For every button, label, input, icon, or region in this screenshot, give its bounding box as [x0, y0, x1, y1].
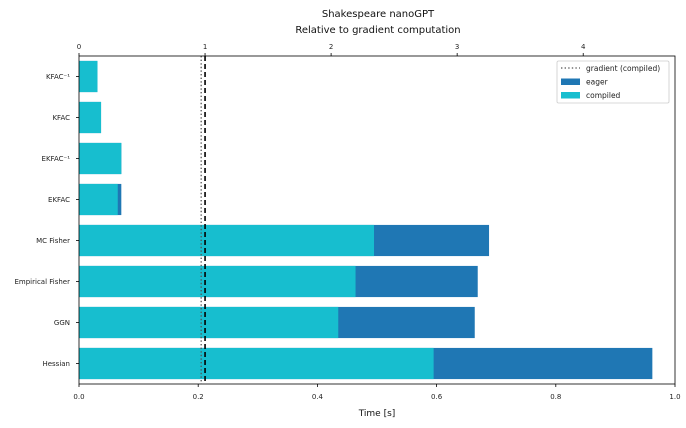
legend-swatch-eager	[561, 78, 580, 85]
x-tick-label: 0.2	[193, 393, 204, 401]
x-tick-label: 1.0	[669, 393, 680, 401]
x-tick-label: 0.0	[73, 393, 84, 401]
bottom-x-axis: 0.0 0.2 0.4 0.6 0.8 1.0	[73, 384, 681, 401]
bar-compiled-2	[79, 142, 122, 175]
chart-subtitle: Relative to gradient computation	[295, 25, 460, 36]
bar-compiled-5	[79, 265, 356, 298]
y-tick-label: KFAC	[52, 114, 70, 122]
y-tick-label: Empirical Fisher	[15, 278, 71, 286]
y-tick-label: GGN	[54, 319, 70, 327]
top-x-tick-label: 3	[455, 43, 459, 51]
top-x-tick-label: 4	[581, 43, 586, 51]
legend-swatch-compiled	[561, 92, 580, 99]
top-x-tick-label: 1	[203, 43, 207, 51]
bar-compiled-0	[79, 60, 98, 93]
y-tick-label: Hessian	[42, 360, 70, 368]
reference-lines-layer	[200, 56, 206, 384]
y-tick-label: MC Fisher	[36, 237, 70, 245]
legend-box	[556, 60, 670, 104]
y-tick-label: KFAC⁻¹	[46, 73, 70, 81]
bar-compiled-1	[79, 101, 102, 134]
top-x-tick-label: 0	[77, 43, 81, 51]
bar-compiled-7	[79, 347, 434, 380]
top-x-tick-label: 2	[329, 43, 333, 51]
chart-title: Shakespeare nanoGPT	[322, 9, 435, 20]
bar-compiled-3	[79, 183, 118, 216]
legend-label: gradient (compiled)	[586, 64, 660, 73]
bar-compiled-6	[79, 306, 339, 339]
y-axis: KFAC⁻¹ KFAC EKFAC⁻¹ EKFAC MC Fisher Empirical…	[15, 73, 79, 368]
bar-compiled-4	[79, 224, 375, 257]
x-axis-label: Time [s]	[358, 409, 396, 419]
top-x-axis: 0 1 2 3 4	[77, 43, 586, 56]
x-tick-label: 0.6	[431, 393, 443, 401]
y-tick-label: EKFAC	[48, 196, 70, 204]
legend-label: compiled	[586, 91, 621, 100]
bars-layer	[79, 60, 653, 380]
x-tick-label: 0.4	[312, 393, 324, 401]
legend-label: eager	[586, 77, 609, 86]
y-tick-label: EKFAC⁻¹	[42, 155, 71, 163]
plot-frame	[78, 55, 676, 385]
x-tick-label: 0.8	[550, 393, 561, 401]
legend: gradient (compiled) eager compiled	[556, 60, 670, 104]
